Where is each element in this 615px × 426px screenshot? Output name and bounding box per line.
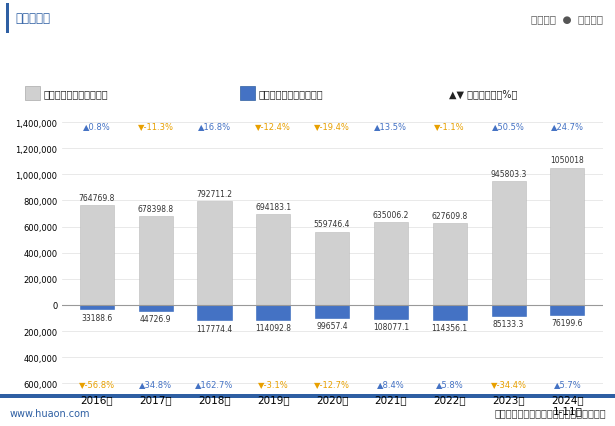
Text: 117774.4: 117774.4 — [196, 324, 232, 333]
Text: ▲34.8%: ▲34.8% — [139, 379, 172, 388]
Text: ▼-12.7%: ▼-12.7% — [314, 379, 350, 388]
Text: 出口商品总值（万美元）: 出口商品总值（万美元） — [43, 89, 108, 99]
Bar — [0, 394, 615, 398]
Text: ▲5.8%: ▲5.8% — [436, 379, 464, 388]
Bar — [374, 222, 408, 305]
Bar — [197, 202, 231, 305]
Text: 99657.4: 99657.4 — [316, 322, 348, 331]
Text: ▼-3.1%: ▼-3.1% — [258, 379, 288, 388]
Bar — [491, 182, 526, 305]
Text: 678398.8: 678398.8 — [138, 204, 173, 213]
Bar — [138, 305, 173, 311]
Bar — [256, 215, 290, 305]
Text: ▲0.8%: ▲0.8% — [83, 121, 111, 131]
Text: ▲13.5%: ▲13.5% — [375, 121, 407, 131]
Text: 1050018: 1050018 — [550, 156, 584, 165]
Text: ▲▼ 同比增长率（%）: ▲▼ 同比增长率（%） — [449, 89, 517, 99]
Text: 数据来源：中国海关，华经产业研究院整理: 数据来源：中国海关，华经产业研究院整理 — [494, 408, 606, 417]
Bar — [80, 206, 114, 305]
Text: 694183.1: 694183.1 — [255, 202, 292, 211]
Bar — [550, 168, 584, 305]
Text: www.huaon.com: www.huaon.com — [9, 408, 90, 417]
Text: 792711.2: 792711.2 — [196, 190, 232, 199]
Text: 114356.1: 114356.1 — [432, 323, 468, 332]
Text: 2016-2024年11月中国与阿尔及利亚进、出口商品总值: 2016-2024年11月中国与阿尔及利亚进、出口商品总值 — [162, 52, 453, 66]
Bar — [315, 305, 349, 318]
Text: 44726.9: 44726.9 — [140, 314, 172, 323]
Text: 华经情报网: 华经情报网 — [15, 12, 50, 26]
Text: 114092.8: 114092.8 — [255, 323, 292, 332]
Text: 76199.6: 76199.6 — [552, 319, 583, 328]
Text: ▲8.4%: ▲8.4% — [377, 379, 405, 388]
Bar — [240, 87, 255, 101]
Text: 627609.8: 627609.8 — [432, 211, 468, 220]
Text: ▼-56.8%: ▼-56.8% — [79, 379, 115, 388]
Text: ▲16.8%: ▲16.8% — [198, 121, 231, 131]
Bar — [80, 305, 114, 310]
Bar — [491, 305, 526, 316]
Text: 764769.8: 764769.8 — [79, 193, 115, 202]
Text: ▼-12.4%: ▼-12.4% — [255, 121, 292, 131]
Text: ▲24.7%: ▲24.7% — [551, 121, 584, 131]
Bar — [433, 224, 467, 305]
Bar — [433, 305, 467, 320]
Text: ▼-1.1%: ▼-1.1% — [434, 121, 465, 131]
Text: 85133.3: 85133.3 — [493, 320, 524, 328]
Text: 945803.3: 945803.3 — [490, 170, 527, 178]
Bar — [374, 305, 408, 319]
Text: ▲162.7%: ▲162.7% — [195, 379, 234, 388]
Bar — [256, 305, 290, 320]
Bar — [6, 4, 9, 34]
Text: 33188.6: 33188.6 — [81, 313, 113, 322]
Text: 635006.2: 635006.2 — [373, 210, 409, 219]
Text: 专业严谨  ●  客观科学: 专业严谨 ● 客观科学 — [531, 14, 603, 24]
Text: 559746.4: 559746.4 — [314, 220, 351, 229]
Text: ▼-19.4%: ▼-19.4% — [314, 121, 350, 131]
Text: ▲50.5%: ▲50.5% — [492, 121, 525, 131]
Bar — [315, 232, 349, 305]
Text: 进口商品总值（万美元）: 进口商品总值（万美元） — [258, 89, 323, 99]
Bar — [550, 305, 584, 315]
Text: ▲5.7%: ▲5.7% — [554, 379, 581, 388]
Bar — [25, 87, 40, 101]
Text: 108077.1: 108077.1 — [373, 322, 409, 331]
Bar — [138, 217, 173, 305]
Text: ▼-34.4%: ▼-34.4% — [491, 379, 526, 388]
Bar — [197, 305, 231, 320]
Text: ▼-11.3%: ▼-11.3% — [138, 121, 173, 131]
